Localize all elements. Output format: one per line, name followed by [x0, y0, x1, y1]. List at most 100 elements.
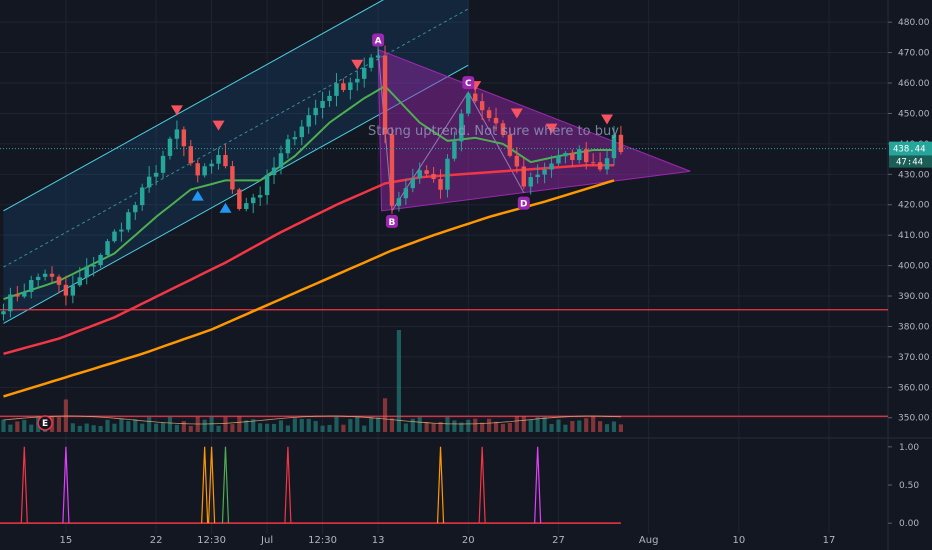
- candle-body: [146, 176, 152, 188]
- candle-body: [375, 55, 381, 58]
- volume-bar: [258, 423, 263, 432]
- candle-body: [15, 294, 20, 297]
- candle-body: [181, 129, 187, 147]
- candle-body: [42, 273, 48, 277]
- volume-bar: [84, 423, 89, 432]
- candle-body: [479, 101, 485, 111]
- candle-body: [535, 174, 540, 178]
- sell-signal-triangle: [545, 123, 558, 134]
- candle-body: [396, 198, 402, 206]
- candle-body: [368, 57, 374, 68]
- volume-bar: [244, 420, 249, 432]
- candle-body: [597, 162, 603, 170]
- volume-bar: [70, 423, 75, 432]
- channel-upper[interactable]: [3, 0, 468, 212]
- candle-body: [320, 101, 325, 108]
- indicator-spike: [534, 446, 542, 524]
- sell-signal-triangle: [212, 120, 225, 131]
- pattern-point-badge: [385, 214, 398, 228]
- volume-bar: [15, 421, 20, 432]
- candle-body: [299, 126, 305, 138]
- earnings-event-marker[interactable]: [37, 415, 53, 431]
- time-tick-label: 17: [823, 535, 836, 546]
- volume-bar: [563, 424, 568, 432]
- volume-bars: [1, 330, 623, 432]
- candle-body: [563, 152, 568, 157]
- volume-bar: [403, 423, 408, 432]
- candle-body: [507, 134, 513, 156]
- candle-body: [361, 67, 367, 79]
- candlesticks: [1, 45, 624, 321]
- candle-body: [500, 123, 506, 135]
- candle-body: [202, 166, 207, 176]
- time-tick-label: Jul: [260, 535, 273, 546]
- volume-bar: [507, 422, 512, 432]
- indicator-tick-label: 0.50: [899, 481, 919, 491]
- volume-bar: [556, 419, 561, 432]
- last-price-text: 438.44: [893, 145, 926, 155]
- time-tick-label: 15: [60, 535, 73, 546]
- volume-bar: [320, 425, 325, 432]
- indicator-spike: [436, 446, 445, 524]
- candle-body: [209, 163, 214, 167]
- volume-bar: [278, 420, 284, 432]
- candle-body: [611, 134, 617, 159]
- volume-bar: [348, 419, 353, 432]
- candle-body: [133, 205, 138, 213]
- candle-body: [348, 82, 353, 90]
- volume-bar: [22, 420, 27, 432]
- volume-bar: [77, 425, 82, 432]
- candle-body: [590, 162, 596, 164]
- candle-body: [424, 170, 429, 174]
- candle-body: [556, 156, 561, 164]
- candle-body: [257, 195, 263, 198]
- channel-median[interactable]: [3, 8, 469, 268]
- indicator-tick-label: 1.00: [899, 443, 919, 453]
- volume-bar: [570, 421, 575, 432]
- volume-bar: [334, 416, 339, 432]
- ma-orange-line: [3, 179, 615, 398]
- volume-bar: [549, 424, 554, 432]
- candle-body: [542, 169, 547, 175]
- volume-bar: [459, 422, 464, 432]
- time-tick-label: 27: [552, 535, 565, 546]
- volume-bar: [598, 421, 603, 432]
- candle-body: [84, 266, 89, 278]
- volume-bar: [160, 422, 166, 432]
- volume-bar: [452, 420, 457, 432]
- candle-body: [521, 166, 527, 187]
- volume-bar: [577, 420, 582, 432]
- channel-fill[interactable]: [3, 0, 469, 324]
- volume-bar: [445, 417, 450, 432]
- support-lines[interactable]: [0, 309, 888, 417]
- candle-body: [403, 188, 409, 199]
- indicator-tick-label: 0.00: [899, 519, 919, 529]
- indicator-pane: 1.00 0.50 0.00: [0, 443, 919, 529]
- candle-body: [604, 158, 610, 170]
- volume-bar: [306, 418, 311, 432]
- candle-body: [466, 93, 471, 114]
- candle-body: [341, 83, 346, 90]
- candle-body: [56, 276, 62, 285]
- volume-bar: [473, 418, 478, 432]
- candle-body: [250, 197, 256, 204]
- price-axis: 480.00470.00460.00450.00440.00430.00420.…: [888, 18, 930, 424]
- candle-body: [472, 93, 478, 102]
- volume-bar: [195, 416, 200, 432]
- volume-ma-line: [3, 415, 621, 425]
- volume-bar: [1, 419, 6, 432]
- volume-bar: [542, 416, 547, 432]
- candle-body: [583, 149, 589, 163]
- candle-body: [493, 117, 499, 124]
- volume-bar: [105, 419, 110, 432]
- candle-body: [28, 280, 34, 292]
- candle-body: [264, 175, 270, 196]
- volume-bar: [237, 416, 242, 432]
- triangle-fill[interactable]: [377, 48, 691, 212]
- pattern-point-label: D: [520, 200, 527, 210]
- volume-bar: [382, 398, 388, 432]
- candle-body: [285, 139, 291, 154]
- volume-bar: [327, 424, 332, 432]
